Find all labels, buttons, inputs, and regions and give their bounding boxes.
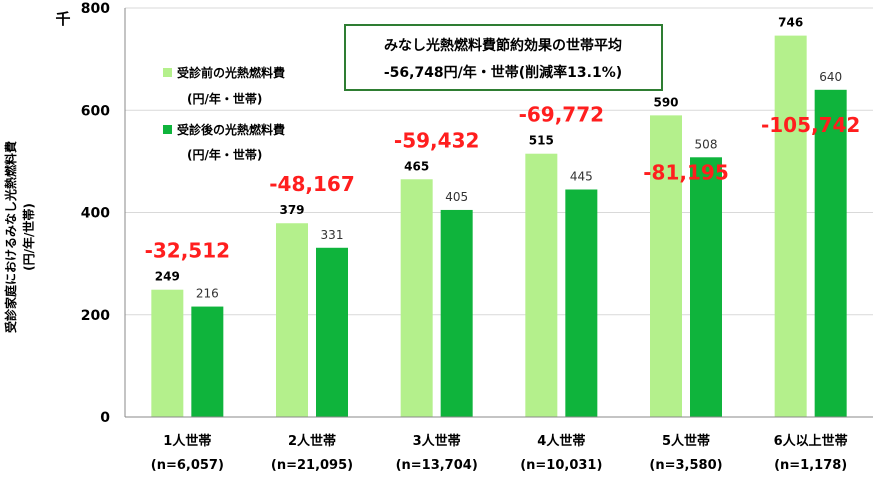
legend-unit-before: (円/年・世帯): [187, 91, 262, 106]
bar-after: [690, 157, 722, 417]
bar-before: [650, 115, 682, 418]
bar-after: [191, 306, 224, 417]
value-label-before: 379: [279, 203, 304, 217]
x-category-count: (n=3,580): [649, 458, 722, 473]
bar-before: [525, 153, 558, 418]
x-category-label: 5人世帯: [662, 433, 710, 449]
x-category-label: 1人世帯: [163, 433, 211, 449]
value-label-before: 465: [404, 159, 429, 173]
y-unit-label: 千: [55, 10, 70, 28]
savings-label: -81,195: [643, 160, 728, 184]
bar-after: [814, 89, 847, 418]
x-category-count: (n=6,057): [151, 458, 224, 473]
bar-after: [565, 189, 598, 417]
value-label-before: 515: [529, 134, 554, 148]
legend: 受診前の光熱燃料費 (円/年・世帯) 受診後の光熱燃料費 (円/年・世帯): [163, 65, 285, 162]
bar-before: [151, 289, 184, 417]
x-category-label: 3人世帯: [413, 433, 461, 449]
value-label-after: 445: [570, 169, 593, 183]
value-label-after: 508: [695, 137, 718, 151]
y-tick-label: 400: [81, 206, 110, 222]
annotation-box: みなし光熱燃料費節約効果の世帯平均 -56,748円/年・世帯(削減率13.1%…: [344, 24, 663, 91]
value-label-after: 331: [321, 228, 344, 242]
bars-layer: [151, 35, 847, 418]
bar-before: [276, 223, 308, 417]
y-tick-label: 800: [81, 1, 110, 17]
x-category-count: (n=10,031): [520, 458, 602, 473]
annotation-border: [344, 24, 663, 91]
legend-label-after: 受診後の光熱燃料費: [177, 122, 285, 137]
bar-before: [774, 35, 807, 418]
y-axis-title: 受診家庭におけるみなし光熱燃料費: [3, 141, 18, 333]
savings-label: -105,742: [761, 113, 860, 137]
annotation-line2: -56,748円/年・世帯(削減率13.1%): [384, 64, 622, 81]
bar-after: [316, 247, 348, 417]
x-category-count: (n=1,178): [774, 458, 847, 473]
y-tick-label: 0: [100, 410, 110, 426]
x-category-label: 4人世帯: [537, 433, 585, 449]
bar-after: [440, 209, 473, 417]
x-category-label: 6人以上世帯: [774, 433, 848, 449]
annotation-line1: みなし光熱燃料費節約効果の世帯平均: [384, 37, 622, 54]
labels-layer: 0 200 400 600 800 249 216 -32,512 1人世帯 (n=6,057) 3…: [81, 1, 861, 473]
legend-unit-after: (円/年・世帯): [187, 147, 262, 162]
bar-before: [400, 179, 433, 417]
y-tick-label: 200: [81, 308, 110, 324]
y-axis-unit: (円/年/世帯): [21, 203, 36, 271]
value-label-before: 249: [155, 270, 180, 284]
value-label-before: 746: [778, 16, 803, 30]
savings-label: -69,772: [519, 103, 604, 127]
legend-swatch-before: [163, 68, 172, 77]
value-label-before: 590: [653, 95, 678, 109]
savings-label: -59,432: [394, 128, 479, 152]
legend-label-before: 受診前の光熱燃料費: [177, 65, 285, 80]
value-label-after: 405: [445, 190, 468, 204]
savings-label: -32,512: [145, 239, 230, 263]
savings-label: -48,167: [269, 172, 354, 196]
x-category-count: (n=13,704): [396, 458, 478, 473]
legend-swatch-after: [163, 125, 172, 134]
value-label-after: 640: [819, 70, 842, 84]
value-label-after: 216: [196, 287, 219, 301]
axis-layer: [124, 8, 873, 418]
x-category-label: 2人世帯: [288, 433, 336, 449]
grid-layer: [125, 7, 873, 316]
y-tick-label: 600: [81, 103, 110, 119]
x-category-count: (n=21,095): [271, 458, 353, 473]
